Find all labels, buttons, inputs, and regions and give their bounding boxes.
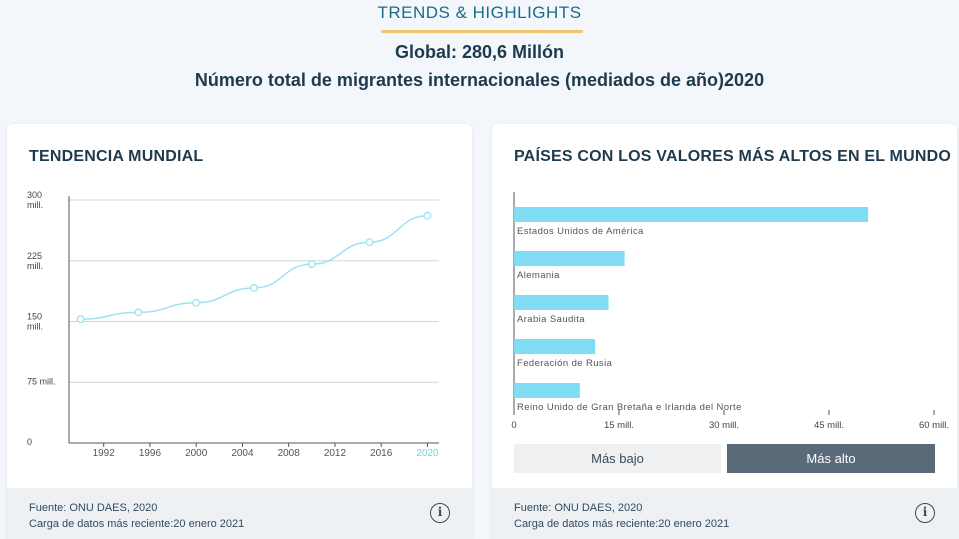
- bar-category-label: Arabia Saudita: [517, 314, 585, 325]
- bar: [514, 339, 596, 354]
- info-icon[interactable]: i: [430, 503, 450, 523]
- top-countries-bar-chart: Estados Unidos de América Alemania Arabia …: [511, 192, 949, 431]
- trend-card: TENDENCIA MUNDIAL 300 mill. 225 mill. 150 mil…: [7, 124, 472, 539]
- y-tick-label: mill.: [27, 200, 43, 210]
- data-point: [192, 298, 201, 307]
- y-tick-label: mill.: [27, 261, 43, 271]
- lowest-values-button[interactable]: Más bajo: [514, 444, 721, 473]
- section-title-underline: [381, 30, 583, 33]
- highest-values-button[interactable]: Más alto: [727, 444, 935, 473]
- x-tick-label: 1992: [93, 448, 116, 459]
- x-tick-label: 30 mill.: [709, 420, 739, 431]
- x-tick-label: 2012: [324, 448, 347, 459]
- data-point: [423, 211, 432, 220]
- top-source-text: Fuente: ONU DAES, 2020: [514, 502, 643, 514]
- y-tick-label: 75 mill.: [27, 376, 56, 386]
- x-tick-label: 1996: [139, 448, 162, 459]
- x-tick-label: 2020: [416, 448, 439, 459]
- x-tick-label: 45 mill.: [814, 420, 844, 431]
- bar: [514, 207, 869, 222]
- x-tick-label: 0: [511, 420, 516, 431]
- info-icon[interactable]: i: [915, 503, 935, 523]
- bar-category-label: Estados Unidos de América: [517, 226, 644, 237]
- trend-updated-text: Carga de datos más reciente:20 enero 202…: [29, 518, 245, 530]
- bar-category-label: Alemania: [517, 270, 560, 281]
- x-tick-label: 2004: [231, 448, 254, 459]
- bar-category-label: Reino Unido de Gran Bretaña e Irlanda de…: [517, 402, 742, 413]
- y-tick-label: mill.: [27, 322, 43, 332]
- x-tick-label: 60 mill.: [919, 420, 949, 431]
- top-countries-footer: Fuente: ONU DAES, 2020 Carga de datos má…: [492, 488, 957, 539]
- data-point: [250, 284, 258, 292]
- indicator-subtitle: Número total de migrantes internacionale…: [194, 70, 765, 90]
- y-tick-label: 300: [27, 190, 42, 200]
- y-tick-label: 150: [27, 312, 42, 322]
- data-point: [307, 260, 316, 269]
- x-tick-label: 2000: [185, 448, 208, 459]
- trend-card-footer: Fuente: ONU DAES, 2020 Carga de datos má…: [7, 488, 472, 539]
- y-tick-label: 225: [27, 251, 42, 261]
- data-point: [365, 238, 374, 247]
- top-countries-title: PAÍSES CON LOS VALORES MÁS ALTOS EN EL M…: [514, 148, 951, 165]
- section-title: TRENDS & HIGHLIGHTS: [377, 3, 582, 22]
- global-total: Global: 280,6 Millón: [394, 42, 565, 62]
- top-updated-text: Carga de datos más reciente:20 enero 202…: [514, 518, 730, 530]
- top-countries-card: PAÍSES CON LOS VALORES MÁS ALTOS EN EL M…: [492, 124, 957, 539]
- x-tick-label: 15 mill.: [604, 420, 634, 431]
- bar: [514, 251, 625, 266]
- x-tick-label: 2016: [370, 448, 393, 459]
- y-tick-label: 0: [27, 437, 32, 447]
- top-countries-source: Fuente: ONU DAES, 2020 Carga de datos má…: [514, 500, 729, 532]
- trend-series-line: [80, 214, 428, 320]
- data-point: [76, 315, 85, 324]
- trend-source-text: Fuente: ONU DAES, 2020: [29, 502, 158, 514]
- data-point: [134, 308, 143, 317]
- bar-category-label: Federación de Rusia: [517, 358, 613, 369]
- trend-source: Fuente: ONU DAES, 2020 Carga de datos má…: [29, 500, 244, 532]
- bar: [514, 383, 580, 398]
- bar: [514, 295, 609, 310]
- trend-card-title: TENDENCIA MUNDIAL: [29, 148, 204, 165]
- x-tick-label: 2008: [278, 448, 301, 459]
